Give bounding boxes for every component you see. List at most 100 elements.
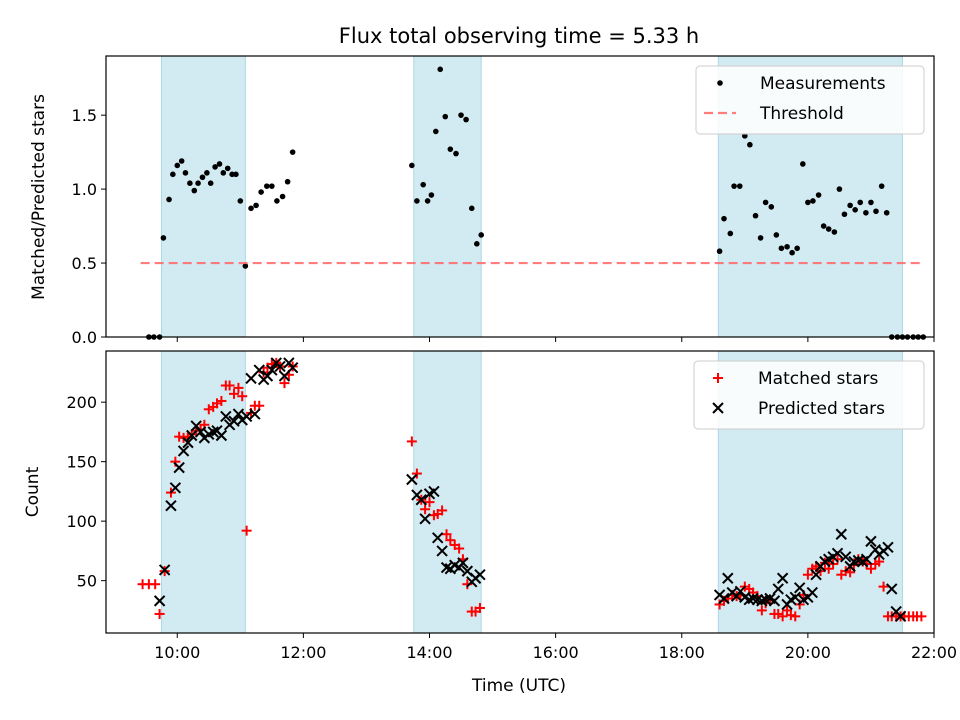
ytick-label: 1.5 — [72, 106, 97, 125]
matched-star-point — [474, 603, 485, 614]
matched-star-point — [279, 378, 290, 389]
measurement-point — [805, 199, 811, 206]
measurement-point — [414, 198, 420, 204]
axes-frame — [105, 55, 935, 338]
predicted-star-point — [419, 513, 431, 525]
xtick-label: 10:00 — [154, 643, 200, 662]
predicted-star-point — [190, 420, 202, 432]
measurement-point — [269, 183, 275, 189]
measurement-point — [800, 161, 806, 167]
matched-star-point — [150, 579, 161, 590]
predicted-star-point — [428, 485, 440, 498]
measurement-point — [458, 112, 464, 118]
measurement-point — [233, 171, 239, 178]
predicted-star-point — [756, 595, 768, 607]
measurement-point — [242, 263, 249, 269]
predicted-star-point — [165, 499, 177, 512]
matched-star-point — [237, 391, 248, 402]
matched-star-point — [420, 504, 431, 515]
predicted-star-point — [793, 582, 806, 594]
predicted-star-point — [789, 591, 801, 604]
legend-label: Threshold — [759, 104, 844, 124]
measurement-point — [825, 226, 832, 232]
measurement-point — [478, 232, 485, 238]
measurement-point — [199, 174, 206, 181]
measurement-point — [428, 192, 435, 198]
measurement-point — [220, 170, 227, 176]
predicted-star-point — [882, 541, 894, 554]
ytick-label: 150 — [66, 453, 97, 472]
xtick-label: 18:00 — [659, 643, 705, 662]
matched-star-point — [454, 543, 465, 554]
measurement-ratio-panel: 0.0 0.5 1.0 1.5 Measurements Threshold — [72, 55, 935, 347]
matched-star-point — [790, 611, 801, 622]
matched-star-point — [154, 608, 165, 619]
predicted-star-point — [806, 586, 818, 599]
measurement-point — [789, 249, 795, 256]
measurement-point — [878, 183, 885, 189]
measurement-point — [248, 205, 254, 212]
xtick-label: 22:00 — [911, 643, 957, 662]
predicted-star-point — [457, 557, 469, 569]
measurement-point — [815, 192, 822, 198]
predicted-star-point — [173, 461, 185, 474]
axes-frame — [105, 350, 935, 634]
measurement-point — [747, 141, 753, 148]
matched-star-point — [233, 382, 244, 393]
measurement-point — [433, 128, 439, 135]
predicted-star-point — [240, 410, 253, 423]
measurement-point — [841, 211, 848, 218]
matched-star-point — [224, 380, 235, 391]
predicted-star-point — [253, 364, 265, 376]
predicted-star-point — [831, 547, 844, 559]
legend: Measurements Threshold — [695, 65, 925, 135]
matched-star-point — [411, 468, 422, 479]
measurement-point — [258, 189, 264, 195]
predicted-star-point — [743, 593, 755, 606]
measurement-point — [289, 149, 296, 155]
matched-star-point — [878, 581, 889, 592]
predicted-star-point — [215, 429, 228, 442]
xtick-label: 12:00 — [280, 643, 326, 662]
measurement-point — [274, 198, 280, 204]
measurement-point — [237, 198, 244, 204]
predicted-star-point — [431, 532, 444, 544]
predicted-star-point — [772, 583, 784, 595]
star-count-panel: 50 100 150 200 10:00 12:00 14:00 16:00 18:00 20:0… — [66, 350, 957, 662]
measurement-point — [191, 187, 198, 194]
predicted-star-point — [207, 426, 219, 438]
predicted-star-point — [182, 436, 194, 449]
measurement-point — [182, 170, 189, 176]
measurement-point — [264, 183, 270, 189]
matched-star-point — [845, 567, 856, 578]
predicted-star-point — [261, 370, 274, 382]
matched-star-point — [406, 436, 417, 447]
measurement-point — [721, 215, 727, 222]
measurement-point — [778, 245, 785, 252]
predicted-star-point — [835, 528, 848, 540]
xtick-label: 20:00 — [785, 643, 831, 662]
measurement-point — [420, 181, 427, 188]
measurement-point — [170, 171, 176, 178]
predicted-star-point — [274, 360, 286, 373]
measurement-point — [873, 208, 879, 215]
measurement-point — [868, 199, 874, 206]
matched-star-point — [216, 395, 227, 406]
predicted-star-point — [722, 572, 734, 584]
predicted-star-point — [158, 564, 171, 576]
measurement-point — [160, 235, 167, 241]
measurement-point — [279, 193, 286, 200]
predicted-star-point — [776, 572, 789, 584]
predicted-star-point — [415, 494, 428, 506]
measurement-point — [847, 202, 853, 209]
matched-star-point — [437, 505, 448, 516]
measurement-point — [437, 66, 444, 73]
measurement-point — [762, 199, 769, 206]
measurement-point — [474, 241, 480, 247]
measurement-point — [409, 162, 415, 169]
measurement-point — [253, 202, 259, 209]
measurement-point — [784, 243, 790, 250]
measurement-point — [794, 245, 800, 252]
measurement-point — [224, 165, 231, 172]
legend-box — [695, 65, 925, 135]
